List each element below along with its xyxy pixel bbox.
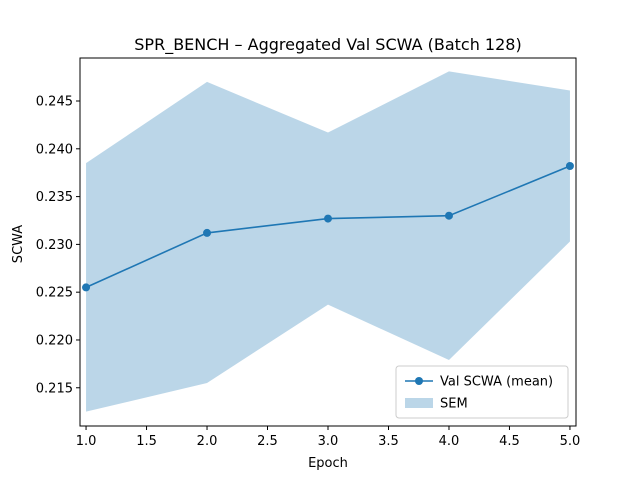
x-tick-label: 3.5: [378, 434, 399, 449]
axes: 1.0 1.5 2.0 2.5 3.0 3.5 4.0 4.5 5.0 0.215 0.220 0.2…: [36, 57, 581, 449]
y-tick-label: 0.215: [36, 381, 73, 396]
y-tick-label: 0.245: [36, 95, 73, 110]
y-tick-label: 0.235: [36, 190, 73, 205]
x-tick-label: 2.0: [197, 434, 218, 449]
x-tick-label: 1.0: [76, 434, 97, 449]
legend-box: [395, 365, 569, 419]
data-point: [203, 228, 212, 237]
x-tick-label: 5.0: [560, 434, 581, 449]
x-tick-label: 4.5: [499, 434, 520, 449]
y-tick-label: 0.225: [36, 286, 73, 301]
data-point: [444, 211, 453, 220]
legend-label-mean: Val SCWA (mean): [440, 375, 553, 390]
legend-band-swatch: [405, 398, 433, 408]
legend-marker-swatch: [415, 377, 423, 385]
x-axis-label: Epoch: [308, 456, 348, 471]
legend: Val SCWA (mean) SEM: [395, 365, 569, 419]
sem-band: [86, 71, 570, 412]
data-point: [82, 283, 91, 292]
chart-title: SPR_BENCH – Aggregated Val SCWA (Batch 1…: [134, 35, 521, 55]
y-axis-label: SCWA: [11, 225, 26, 263]
x-tick-label: 1.5: [136, 434, 157, 449]
y-tick-label: 0.240: [36, 142, 73, 157]
y-tick-label: 0.220: [36, 333, 73, 348]
plot-area: [82, 71, 574, 412]
data-point: [565, 162, 574, 171]
legend-label-sem: SEM: [440, 397, 468, 412]
x-tick-label: 3.0: [318, 434, 339, 449]
x-tick-label: 4.0: [439, 434, 460, 449]
data-point: [324, 214, 332, 223]
x-tick-label: 2.5: [257, 434, 278, 449]
y-tick-label: 0.230: [36, 238, 73, 253]
